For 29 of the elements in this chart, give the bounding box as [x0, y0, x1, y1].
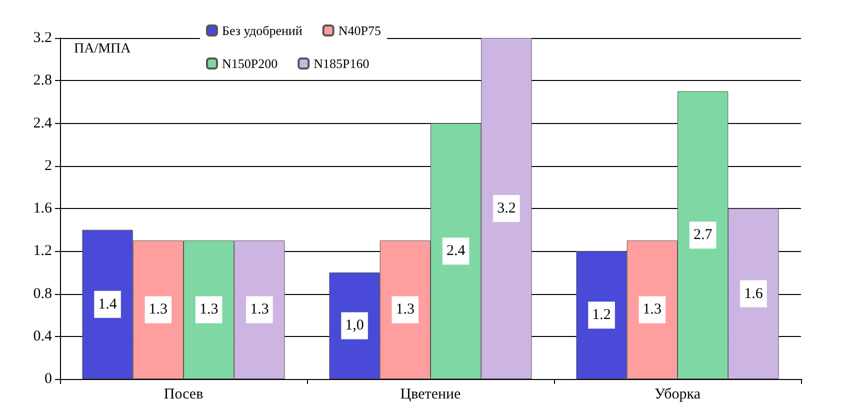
x-tick-label: Уборка — [654, 386, 701, 402]
data-label: 1.2 — [592, 307, 611, 324]
data-label: 1.3 — [148, 302, 168, 318]
data-label: 1.4 — [98, 296, 118, 312]
y-tick-label: 2.8 — [33, 72, 52, 89]
y-axis-title: ПА/МПА — [74, 42, 132, 56]
data-label: 1.3 — [396, 302, 415, 318]
y-tick-label: 3.2 — [33, 30, 52, 46]
x-tick-label: Посев — [164, 386, 204, 402]
y-tick-label: 1.2 — [33, 243, 52, 260]
data-label: 3.2 — [497, 200, 516, 216]
legend-label: N185P160 — [314, 56, 370, 71]
data-label: 1.3 — [642, 302, 662, 318]
y-tick-label: 0 — [44, 371, 52, 387]
y-tick-label: 0.8 — [33, 286, 52, 302]
data-label: 1.6 — [744, 286, 764, 302]
legend-label: N150P200 — [222, 56, 278, 71]
data-label: 1,0 — [345, 318, 364, 334]
y-tick-label: 2 — [44, 158, 52, 174]
y-tick-label: 1.6 — [33, 200, 52, 216]
x-tick-label: Цветение — [400, 386, 462, 402]
legend-label: Без удобрений — [222, 23, 302, 38]
data-label: 1.3 — [250, 302, 269, 318]
y-tick-label: 0.4 — [33, 328, 52, 344]
legend-label: N40P75 — [338, 23, 381, 38]
y-tick-label: 2.4 — [33, 115, 52, 132]
data-label: 2.7 — [693, 227, 713, 244]
data-label: 2.4 — [446, 243, 466, 260]
data-label: 1.3 — [199, 302, 218, 318]
